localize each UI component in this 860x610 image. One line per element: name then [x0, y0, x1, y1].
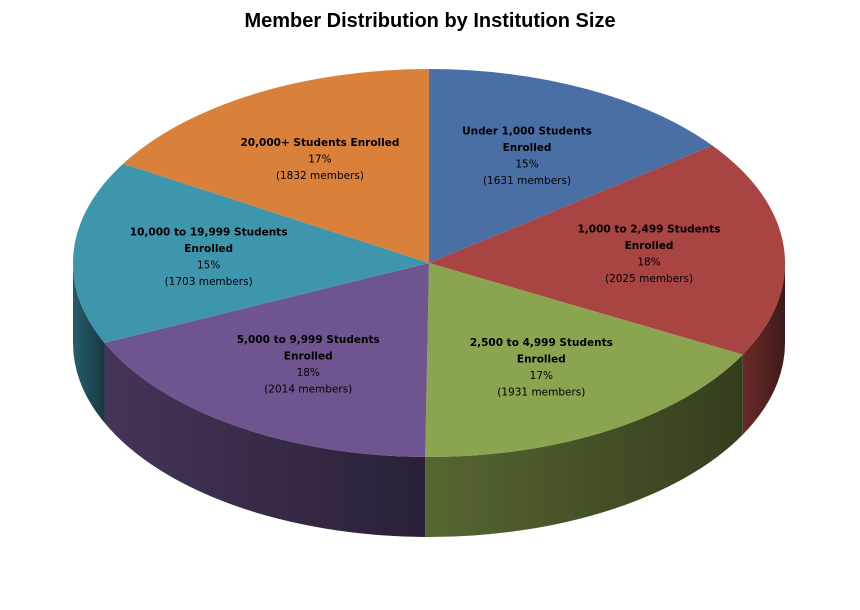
slice-name-text: 5,000 to 9,999 Students — [237, 334, 380, 346]
slice-members-text: (2025 members) — [605, 273, 693, 285]
slice-name-text: 2,500 to 4,999 Students — [470, 337, 613, 349]
slice-percent-text: 15% — [197, 259, 220, 271]
slice-label-4: 10,000 to 19,999 Students Enrolled 15% (170… — [130, 226, 288, 288]
slice-name-text: Enrolled — [284, 350, 333, 362]
slice-percent-text: 17% — [530, 370, 553, 382]
pie-slice-4 — [73, 163, 430, 343]
pie-slice-0 — [429, 69, 713, 263]
slice-percent-text: 18% — [637, 257, 660, 269]
pie-side-2 — [425, 354, 743, 537]
slice-members-text: (2014 members) — [264, 383, 352, 395]
pie-side-3 — [104, 342, 426, 537]
slice-name-text: Enrolled — [503, 142, 552, 154]
slice-members-text: (1631 members) — [483, 175, 571, 187]
slice-percent-text: 15% — [515, 158, 538, 170]
slice-name-text: Under 1,000 Students — [462, 125, 592, 137]
slice-name-text: 10,000 to 19,999 Students — [130, 226, 288, 238]
slice-label-0: Under 1,000 Students Enrolled 15% (1631 mem… — [462, 125, 592, 187]
slice-members-text: (1931 members) — [497, 386, 585, 398]
slice-label-2: 2,500 to 4,999 Students Enrolled 17% (1931 … — [470, 337, 613, 399]
pie-side-4 — [73, 263, 105, 423]
pie-slice-5 — [123, 69, 429, 263]
slice-name-text: 1,000 to 2,499 Students — [577, 224, 720, 236]
chart-title: Member Distribution by Institution Size — [244, 10, 616, 32]
slice-percent-text: 18% — [297, 367, 320, 379]
slice-name-text: Enrolled — [184, 243, 233, 255]
pie-slice-2 — [425, 263, 743, 457]
slice-label-3: 5,000 to 9,999 Students Enrolled 18% (2014 … — [237, 334, 380, 396]
slice-label-1: 1,000 to 2,499 Students Enrolled 18% (2025 … — [577, 224, 720, 285]
slice-label-5: 20,000+ Students Enrolled 17% (1832 member… — [240, 137, 399, 182]
slice-members-text: (1832 members) — [276, 170, 364, 182]
slice-members-text: (1703 members) — [165, 276, 253, 288]
pie-side-1 — [742, 263, 785, 435]
pie-slice-1 — [429, 145, 785, 355]
slice-percent-text: 17% — [308, 153, 331, 165]
pie-slice-3 — [104, 263, 429, 457]
slice-name-text: Enrolled — [517, 353, 566, 365]
slice-name-text: 20,000+ Students Enrolled — [240, 137, 399, 149]
slice-name-text: Enrolled — [625, 240, 674, 252]
